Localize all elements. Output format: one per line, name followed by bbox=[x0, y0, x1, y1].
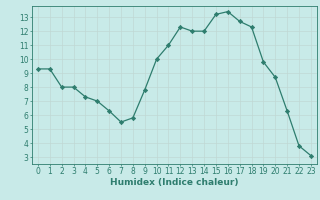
X-axis label: Humidex (Indice chaleur): Humidex (Indice chaleur) bbox=[110, 178, 239, 187]
